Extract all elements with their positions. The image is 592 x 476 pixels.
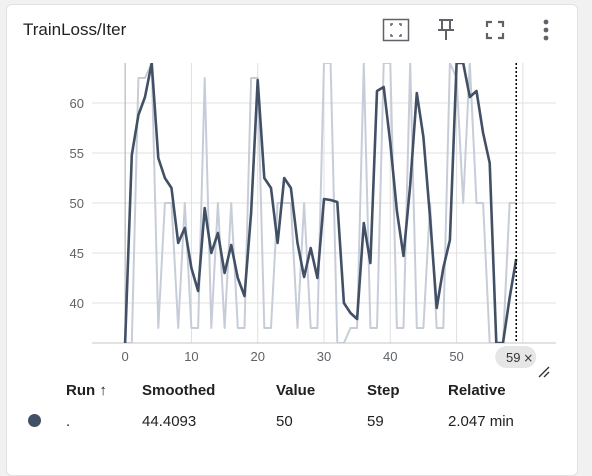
y-tick-label: 55 [70, 146, 84, 161]
x-tick-label: 10 [184, 349, 198, 364]
pin-icon[interactable] [432, 16, 460, 44]
x-tick-label: 30 [317, 349, 331, 364]
y-tick-label: 60 [70, 96, 84, 111]
x-tick-label: 20 [250, 349, 264, 364]
run-color-swatch [28, 414, 41, 427]
cell-value: 50 [276, 413, 293, 430]
cell-smoothed: 44.4093 [142, 413, 197, 430]
col-header-value[interactable]: Value [276, 382, 316, 399]
fit-domain-icon[interactable] [382, 16, 410, 44]
hover-step-chip [495, 346, 537, 368]
resize-handle-icon[interactable] [536, 364, 552, 380]
cell-step: 59 [367, 413, 384, 430]
chart-title: TrainLoss/Iter [23, 20, 127, 39]
cell-run: . [66, 413, 71, 430]
fullscreen-icon[interactable] [481, 16, 509, 44]
col-header-step[interactable]: Step [367, 382, 400, 399]
col-header-relative[interactable]: Relative [448, 382, 506, 399]
line-chart[interactable]: 40 45 50 55 60 0 10 20 30 40 50 59 × [0, 0, 592, 380]
more-vert-icon[interactable] [532, 16, 560, 44]
close-icon[interactable]: × [523, 351, 533, 365]
y-tick-label: 45 [70, 246, 84, 261]
raw-series-line [125, 63, 517, 343]
smoothed-series-line [123, 63, 518, 343]
cell-relative: 2.047 min [448, 413, 514, 430]
y-tick-label: 50 [70, 196, 84, 211]
col-header-smoothed[interactable]: Smoothed [142, 382, 216, 399]
hover-step-label: 59 [506, 350, 520, 365]
y-tick-label: 40 [70, 296, 84, 311]
x-tick-label: 40 [383, 349, 397, 364]
x-tick-label: 50 [449, 349, 463, 364]
x-tick-label: 0 [122, 349, 129, 364]
col-header-run[interactable]: Run ↑ [66, 382, 107, 399]
